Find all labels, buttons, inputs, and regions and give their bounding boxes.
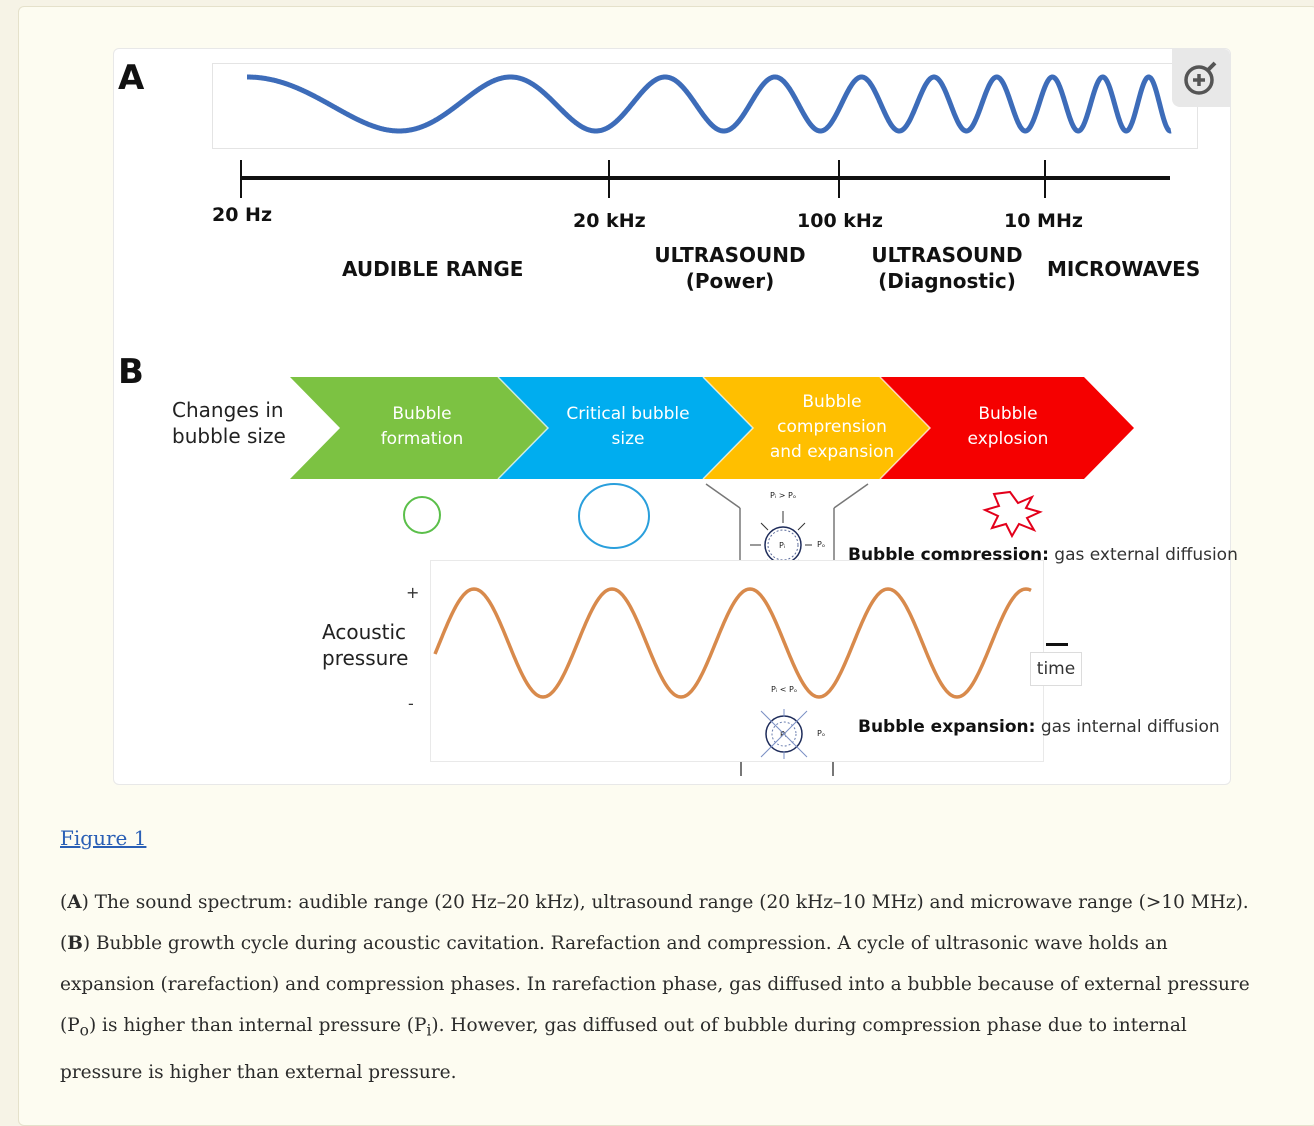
tick-100khz	[838, 160, 840, 198]
explosion-burst	[982, 490, 1043, 539]
tick-20khz	[608, 160, 610, 198]
freq-label: 20 Hz	[212, 204, 273, 226]
tick-10mhz	[1044, 160, 1046, 198]
stage-arrow-critical	[498, 377, 753, 479]
svg-text:Pᵢ > Pₒ: Pᵢ > Pₒ	[770, 491, 796, 500]
zoom-button[interactable]	[1172, 49, 1230, 107]
freq-label: 10 MHz	[1004, 210, 1083, 232]
expansion-bubble-icon: Pᵢ Pₒ	[760, 709, 825, 759]
time-label: time	[1030, 652, 1082, 686]
chirp-wave-path	[247, 74, 1172, 134]
connector-line	[740, 762, 742, 776]
stage-label-compression: Bubble comprension and expansion	[769, 392, 895, 462]
expansion-note: Bubble expansion: gas internal diffusion	[858, 717, 1220, 737]
plus-sign: +	[406, 583, 420, 602]
range-audible: AUDIBLE RANGE	[342, 257, 524, 281]
time-axis-arrow	[1046, 643, 1068, 646]
acoustic-pressure-label: Acoustic pressure	[322, 620, 409, 670]
critical-bubble	[578, 483, 650, 549]
connector-line	[832, 762, 834, 776]
acoustic-pressure-box: Pᵢ < Pₒ Pᵢ Pₒ	[430, 560, 1044, 762]
acoustic-pressure-wave: Pᵢ < Pₒ Pᵢ Pₒ	[433, 587, 1032, 759]
pressure-wave-path	[433, 587, 1032, 699]
range-microwaves: MICROWAVES	[1047, 257, 1201, 281]
changes-label: Changes in bubble size	[172, 398, 286, 448]
freq-label: 100 kHz	[797, 210, 883, 232]
svg-text:Pᵢ < Pₒ: Pᵢ < Pₒ	[771, 685, 797, 694]
panel-a-letter: A	[118, 58, 145, 98]
svg-text:Pᵢ: Pᵢ	[779, 541, 785, 550]
svg-text:Pₒ: Pₒ	[817, 729, 825, 738]
stage-arrow-explosion	[880, 377, 1134, 479]
svg-text:Pₒ: Pₒ	[817, 540, 825, 549]
stage-arrow-compression	[703, 377, 930, 479]
zoom-in-icon	[1184, 61, 1217, 95]
stage-label-explosion: Bubble explosion	[967, 404, 1049, 449]
frequency-axis	[240, 176, 1170, 180]
small-bubble	[403, 496, 441, 534]
range-ultrasound-power: ULTRASOUND (Power)	[654, 243, 806, 293]
tick-20hz	[240, 160, 242, 198]
range-ultrasound-diagnostic: ULTRASOUND (Diagnostic)	[871, 243, 1023, 293]
chirp-wave	[247, 74, 1172, 134]
stage-arrow-formation	[290, 377, 548, 479]
freq-label: 20 kHz	[573, 210, 646, 232]
figure-caption: (A) The sound spectrum: audible range (2…	[60, 892, 1250, 1083]
panel-b-letter: B	[118, 352, 144, 392]
stage-arrows: Pᵢ > Pₒ Pᵢ Pₒ	[290, 376, 1134, 579]
stage-label-critical: Critical bubble size	[566, 404, 690, 449]
minus-sign: -	[408, 694, 414, 713]
stage-label-formation: Bubble formation	[380, 404, 464, 449]
spectrum-wave-box	[212, 63, 1198, 149]
figure-link[interactable]: Figure 1	[60, 826, 147, 850]
